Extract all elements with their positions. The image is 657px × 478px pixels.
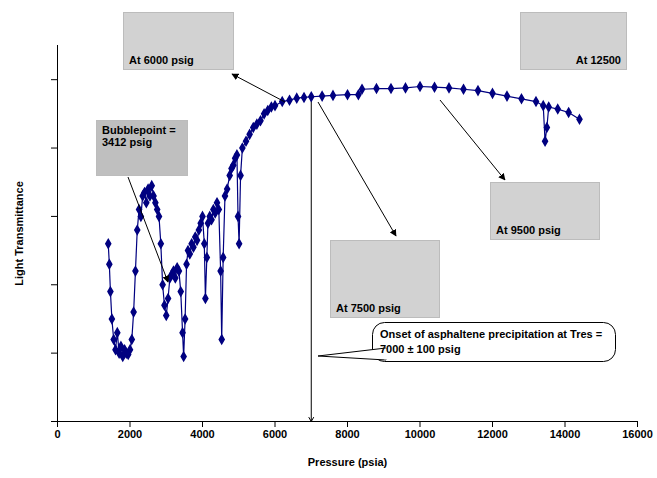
html-text:Onset of asphaltene precipitat: Onset of asphaltene precipitation at Tre…: [380, 328, 603, 355]
html-text:At 12500: At 12500: [575, 54, 621, 66]
svg-text:4000: 4000: [190, 428, 214, 440]
svg-text:6000: 6000: [263, 428, 287, 440]
svg-text:2000: 2000: [118, 428, 142, 440]
svg-text:16000: 16000: [622, 428, 653, 440]
svg-text:8000: 8000: [335, 428, 359, 440]
svg-text:0: 0: [54, 428, 60, 440]
html-text:Bubblepoint = 3412 psig: Bubblepoint = 3412 psig: [102, 124, 176, 148]
svg-text:Pressure (psia): Pressure (psia): [308, 456, 388, 468]
svg-text:Light Transmittance: Light Transmittance: [13, 181, 25, 286]
svg-text:10000: 10000: [405, 428, 436, 440]
svg-text:12000: 12000: [477, 428, 508, 440]
html-text:At 7500 psig: At 7500 psig: [336, 302, 401, 314]
html-text:At 6000 psig: At 6000 psig: [129, 54, 194, 66]
html-text:At 9500 psig: At 9500 psig: [496, 224, 561, 236]
svg-text:14000: 14000: [550, 428, 581, 440]
